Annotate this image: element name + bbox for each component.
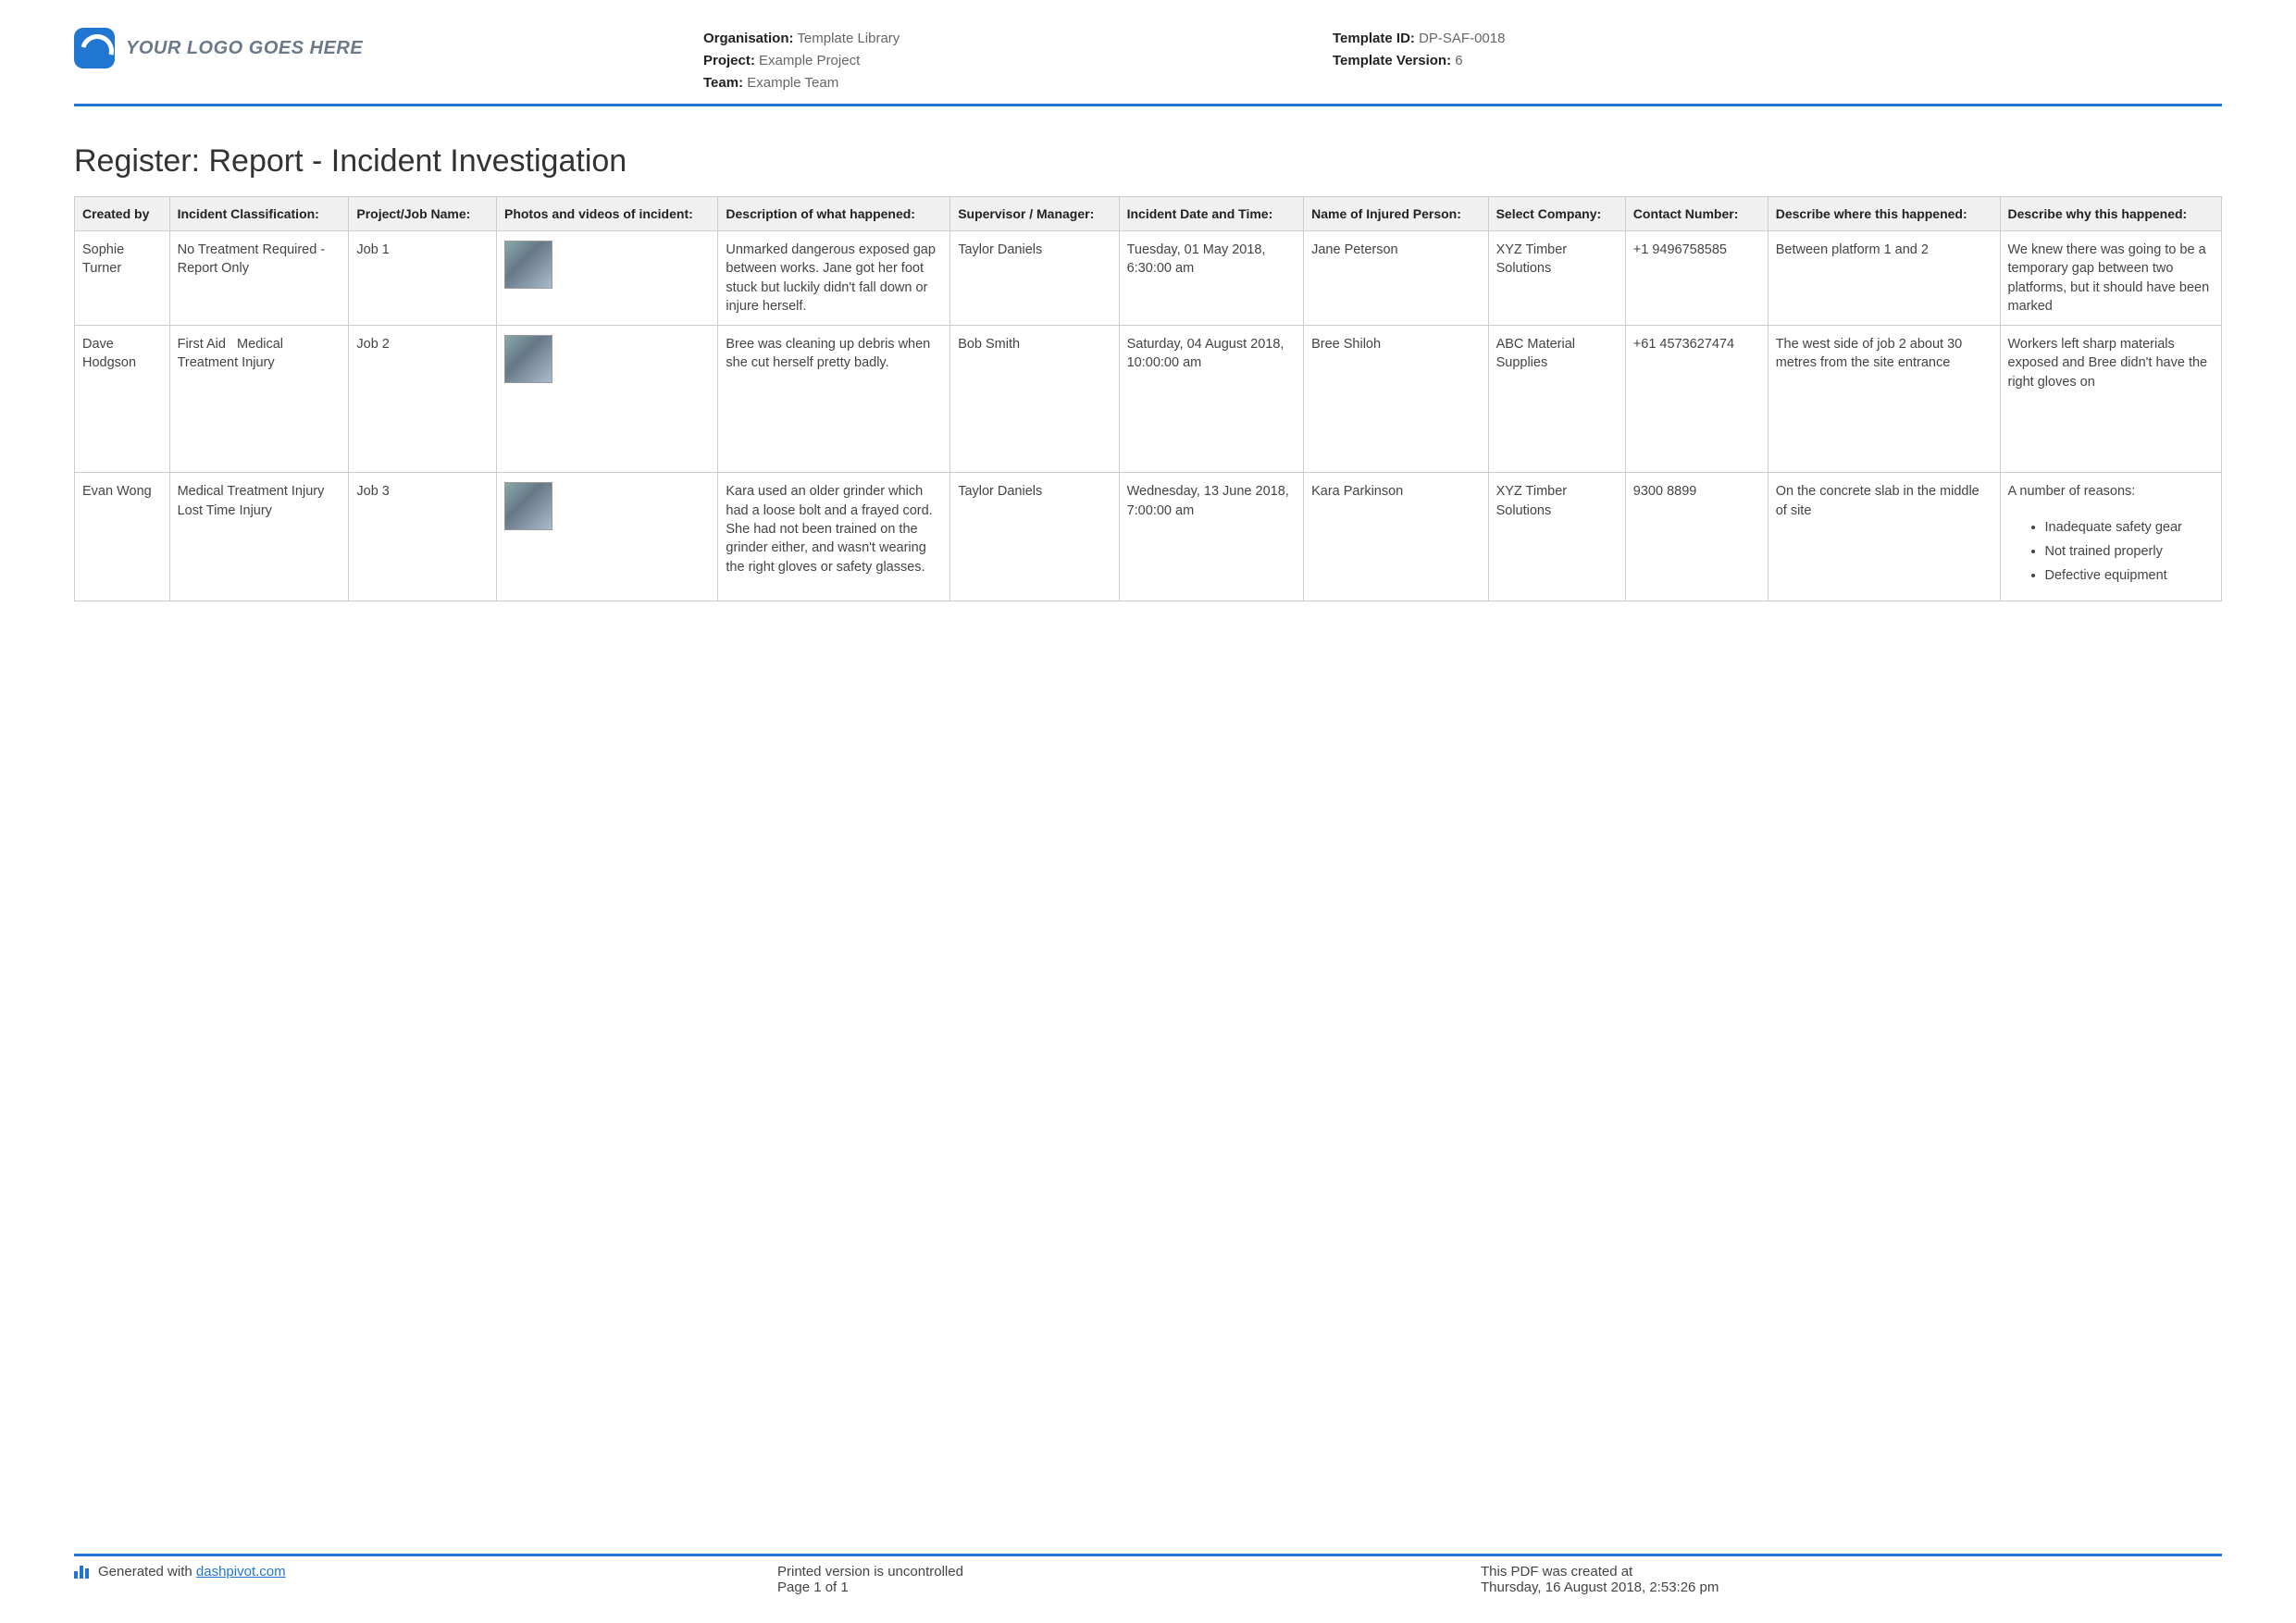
header-meta-center: Organisation: Template Library Project: … — [703, 28, 1333, 94]
table-cell: +61 4573627474 — [1625, 326, 1768, 473]
team-value: Example Team — [747, 75, 838, 91]
dashpivot-link[interactable]: dashpivot.com — [196, 1564, 286, 1580]
table-cell: Taylor Daniels — [950, 473, 1119, 601]
table-cell: Bob Smith — [950, 326, 1119, 473]
table-cell: Kara Parkinson — [1304, 473, 1489, 601]
template-version-value: 6 — [1455, 53, 1462, 68]
created-value: Thursday, 16 August 2018, 2:53:26 pm — [1481, 1580, 2222, 1595]
table-cell — [496, 326, 717, 473]
table-cell: 9300 8899 — [1625, 473, 1768, 601]
logo-icon — [74, 28, 115, 68]
table-cell: XYZ Timber Solutions — [1488, 473, 1625, 601]
table-cell: Medical Treatment Injury Lost Time Injur… — [169, 473, 349, 601]
col-classification: Incident Classification: — [169, 197, 349, 231]
col-datetime: Incident Date and Time: — [1119, 197, 1304, 231]
table-cell: Jane Peterson — [1304, 231, 1489, 326]
template-id-label: Template ID: — [1333, 31, 1415, 46]
header-meta-right: Template ID: DP-SAF-0018 Template Versio… — [1333, 28, 2222, 72]
table-cell: Saturday, 04 August 2018, 10:00:00 am — [1119, 326, 1304, 473]
table-cell: +1 9496758585 — [1625, 231, 1768, 326]
table-cell: On the concrete slab in the middle of si… — [1768, 473, 2000, 601]
table-cell: Taylor Daniels — [950, 231, 1119, 326]
footer-left: Generated with dashpivot.com — [74, 1564, 777, 1595]
table-cell: Evan Wong — [75, 473, 170, 601]
created-label: This PDF was created at — [1481, 1564, 2222, 1580]
org-value: Template Library — [797, 31, 900, 46]
col-company: Select Company: — [1488, 197, 1625, 231]
why-list-item: Not trained properly — [2045, 542, 2215, 561]
team-label: Team: — [703, 75, 743, 91]
table-cell-why: We knew there was going to be a temporar… — [2000, 231, 2222, 326]
col-contact: Contact Number: — [1625, 197, 1768, 231]
header: YOUR LOGO GOES HERE Organisation: Templa… — [74, 28, 2222, 106]
incident-photo-thumbnail[interactable] — [504, 335, 552, 383]
table-cell: Job 2 — [349, 326, 497, 473]
table-cell — [496, 473, 717, 601]
template-id-value: DP-SAF-0018 — [1419, 31, 1505, 46]
logo-area: YOUR LOGO GOES HERE — [74, 28, 703, 68]
footer-center: Printed version is uncontrolled Page 1 o… — [777, 1564, 1481, 1595]
table-cell: XYZ Timber Solutions — [1488, 231, 1625, 326]
table-cell-why: A number of reasons:Inadequate safety ge… — [2000, 473, 2222, 601]
incident-photo-thumbnail[interactable] — [504, 482, 552, 530]
incident-register-table: Created by Incident Classification: Proj… — [74, 196, 2222, 601]
table-cell: Between platform 1 and 2 — [1768, 231, 2000, 326]
template-version-label: Template Version: — [1333, 53, 1451, 68]
col-injured: Name of Injured Person: — [1304, 197, 1489, 231]
table-row: Dave HodgsonFirst Aid Medical Treatment … — [75, 326, 2222, 473]
table-cell: Job 3 — [349, 473, 497, 601]
incident-photo-thumbnail[interactable] — [504, 241, 552, 289]
table-cell: Tuesday, 01 May 2018, 6:30:00 am — [1119, 231, 1304, 326]
col-supervisor: Supervisor / Manager: — [950, 197, 1119, 231]
project-value: Example Project — [759, 53, 860, 68]
dashpivot-icon — [74, 1564, 91, 1579]
org-label: Organisation: — [703, 31, 794, 46]
table-cell: ABC Material Supplies — [1488, 326, 1625, 473]
logo-placeholder-text: YOUR LOGO GOES HERE — [126, 38, 363, 59]
page-number: Page 1 of 1 — [777, 1580, 1481, 1595]
table-cell: Dave Hodgson — [75, 326, 170, 473]
why-list-item: Defective equipment — [2045, 566, 2215, 585]
col-where: Describe where this happened: — [1768, 197, 2000, 231]
table-cell-why: Workers left sharp materials exposed and… — [2000, 326, 2222, 473]
table-cell: Kara used an older grinder which had a l… — [718, 473, 950, 601]
table-cell: No Treatment Required - Report Only — [169, 231, 349, 326]
page-title: Register: Report - Incident Investigatio… — [74, 143, 2222, 180]
table-cell: Sophie Turner — [75, 231, 170, 326]
why-list: Inadequate safety gear Not trained proper… — [2008, 518, 2215, 586]
table-cell: Bree was cleaning up debris when she cut… — [718, 326, 950, 473]
col-why: Describe why this happened: — [2000, 197, 2222, 231]
uncontrolled-text: Printed version is uncontrolled — [777, 1564, 1481, 1580]
table-header-row: Created by Incident Classification: Proj… — [75, 197, 2222, 231]
project-label: Project: — [703, 53, 755, 68]
table-cell: Job 1 — [349, 231, 497, 326]
col-photos: Photos and videos of incident: — [496, 197, 717, 231]
table-cell: The west side of job 2 about 30 metres f… — [1768, 326, 2000, 473]
table-row: Evan WongMedical Treatment Injury Lost T… — [75, 473, 2222, 601]
table-cell: Wednesday, 13 June 2018, 7:00:00 am — [1119, 473, 1304, 601]
table-cell: First Aid Medical Treatment Injury — [169, 326, 349, 473]
col-job-name: Project/Job Name: — [349, 197, 497, 231]
footer-right: This PDF was created at Thursday, 16 Aug… — [1481, 1564, 2222, 1595]
col-description: Description of what happened: — [718, 197, 950, 231]
table-cell — [496, 231, 717, 326]
col-created-by: Created by — [75, 197, 170, 231]
table-cell: Unmarked dangerous exposed gap between w… — [718, 231, 950, 326]
why-list-item: Inadequate safety gear — [2045, 518, 2215, 537]
footer: Generated with dashpivot.com Printed ver… — [74, 1554, 2222, 1595]
generated-prefix: Generated with — [98, 1564, 196, 1580]
table-row: Sophie TurnerNo Treatment Required - Rep… — [75, 231, 2222, 326]
table-cell: Bree Shiloh — [1304, 326, 1489, 473]
